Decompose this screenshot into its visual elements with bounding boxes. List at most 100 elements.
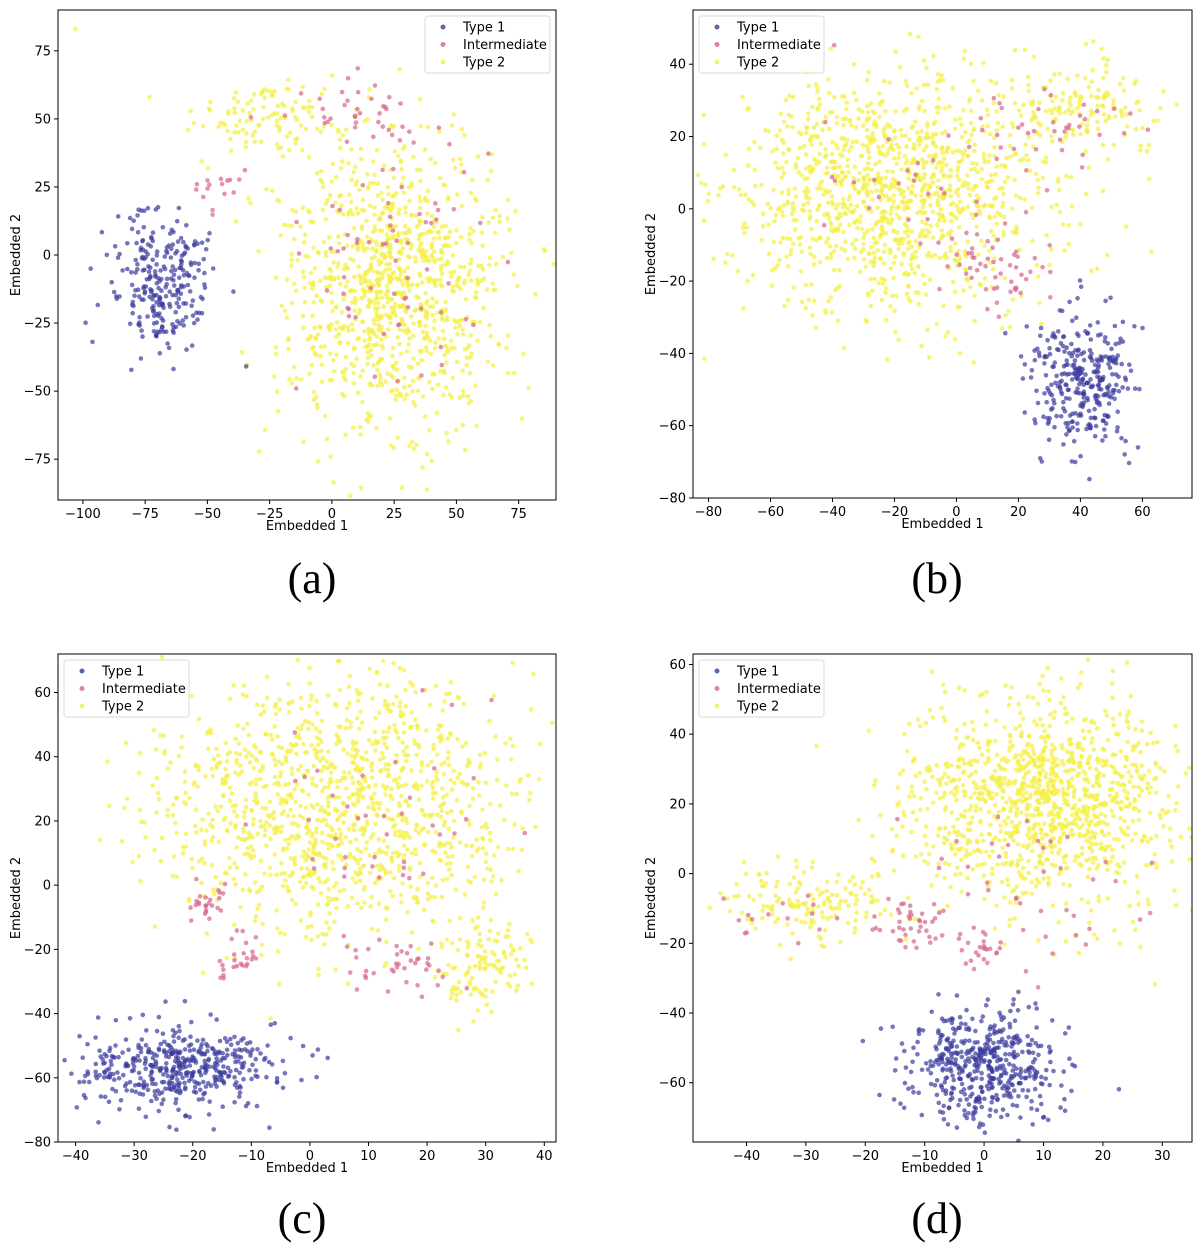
point-type-2	[345, 324, 351, 330]
point-type-1	[190, 298, 196, 303]
point-type-2	[249, 807, 254, 813]
point-type-1	[233, 1067, 239, 1073]
point-intermediate	[405, 275, 410, 281]
point-type-1	[1042, 353, 1048, 359]
point-type-2	[351, 363, 357, 369]
point-type-2	[430, 386, 435, 392]
point-intermediate	[387, 214, 393, 219]
point-type-2	[390, 375, 396, 380]
point-type-2	[192, 780, 197, 785]
point-type-2	[362, 826, 368, 831]
point-type-2	[270, 188, 275, 194]
point-type-2	[331, 260, 337, 265]
point-type-2	[260, 921, 265, 927]
point-type-2	[394, 694, 399, 699]
point-type-2	[329, 249, 334, 255]
point-type-1	[203, 1084, 209, 1089]
point-type-2	[409, 710, 414, 715]
point-type-2	[284, 315, 290, 321]
point-type-2	[805, 200, 811, 206]
point-type-2	[397, 341, 402, 347]
point-type-2	[920, 273, 926, 278]
point-type-2	[1095, 119, 1100, 125]
point-type-2	[314, 126, 320, 132]
point-type-2	[277, 707, 283, 712]
point-type-2	[399, 485, 405, 491]
point-type-2	[944, 162, 949, 168]
point-type-2	[815, 207, 820, 212]
point-type-2	[180, 850, 186, 856]
point-type-2	[320, 931, 325, 937]
point-type-1	[1061, 334, 1067, 339]
point-type-2	[309, 937, 314, 943]
point-type-2	[952, 289, 958, 295]
point-type-1	[1119, 435, 1124, 441]
point-type-2	[374, 278, 380, 283]
point-type-2	[987, 215, 993, 221]
point-type-2	[883, 290, 888, 296]
point-type-2	[438, 814, 444, 820]
point-type-2	[379, 259, 384, 265]
point-type-2	[920, 157, 925, 162]
point-type-2	[236, 772, 242, 777]
point-type-2	[758, 145, 763, 150]
point-type-2	[812, 254, 817, 259]
point-type-2	[465, 782, 471, 787]
point-type-2	[105, 759, 110, 764]
point-type-2	[916, 34, 921, 39]
point-type-2	[463, 297, 469, 302]
point-type-1	[118, 1098, 124, 1103]
point-type-2	[392, 722, 397, 728]
point-type-1	[1057, 380, 1063, 385]
point-type-2	[374, 313, 379, 319]
point-type-2	[931, 53, 936, 59]
point-type-2	[514, 988, 519, 993]
point-type-2	[361, 289, 367, 295]
point-type-2	[358, 432, 364, 437]
point-type-2	[364, 819, 370, 824]
point-type-2	[1095, 126, 1101, 132]
point-type-1	[1047, 351, 1053, 357]
point-type-2	[475, 338, 480, 344]
point-type-2	[333, 175, 339, 180]
point-type-2	[872, 255, 877, 261]
point-type-2	[393, 727, 398, 733]
point-type-2	[315, 802, 320, 807]
point-type-2	[313, 726, 319, 731]
point-type-2	[293, 209, 299, 215]
point-type-2	[356, 726, 362, 732]
point-type-2	[1111, 98, 1116, 103]
point-type-2	[515, 283, 520, 289]
point-type-2	[325, 692, 331, 698]
point-intermediate	[446, 281, 451, 286]
point-intermediate	[330, 203, 335, 209]
point-type-2	[1004, 155, 1009, 161]
point-type-2	[471, 987, 476, 992]
point-type-2	[362, 293, 367, 299]
point-type-2	[919, 129, 924, 134]
point-type-2	[448, 808, 454, 814]
point-type-2	[1050, 98, 1055, 104]
point-type-2	[986, 248, 992, 254]
point-type-2	[385, 185, 391, 190]
point-type-2	[321, 764, 327, 769]
point-type-2	[218, 880, 223, 886]
point-type-2	[307, 98, 312, 104]
point-type-2	[445, 195, 451, 200]
point-type-2	[484, 825, 490, 831]
point-type-2	[395, 232, 401, 238]
point-type-1	[1038, 325, 1044, 331]
point-type-1	[177, 1028, 182, 1034]
point-type-2	[845, 206, 851, 211]
point-type-2	[806, 297, 812, 303]
point-type-2	[396, 257, 402, 262]
point-type-2	[907, 137, 912, 142]
point-type-2	[720, 184, 726, 189]
point-type-2	[860, 226, 865, 232]
point-type-2	[480, 807, 485, 812]
point-type-2	[337, 687, 343, 692]
point-type-2	[919, 98, 925, 104]
point-type-2	[465, 864, 471, 870]
point-type-2	[277, 697, 282, 703]
point-type-2	[460, 368, 466, 374]
